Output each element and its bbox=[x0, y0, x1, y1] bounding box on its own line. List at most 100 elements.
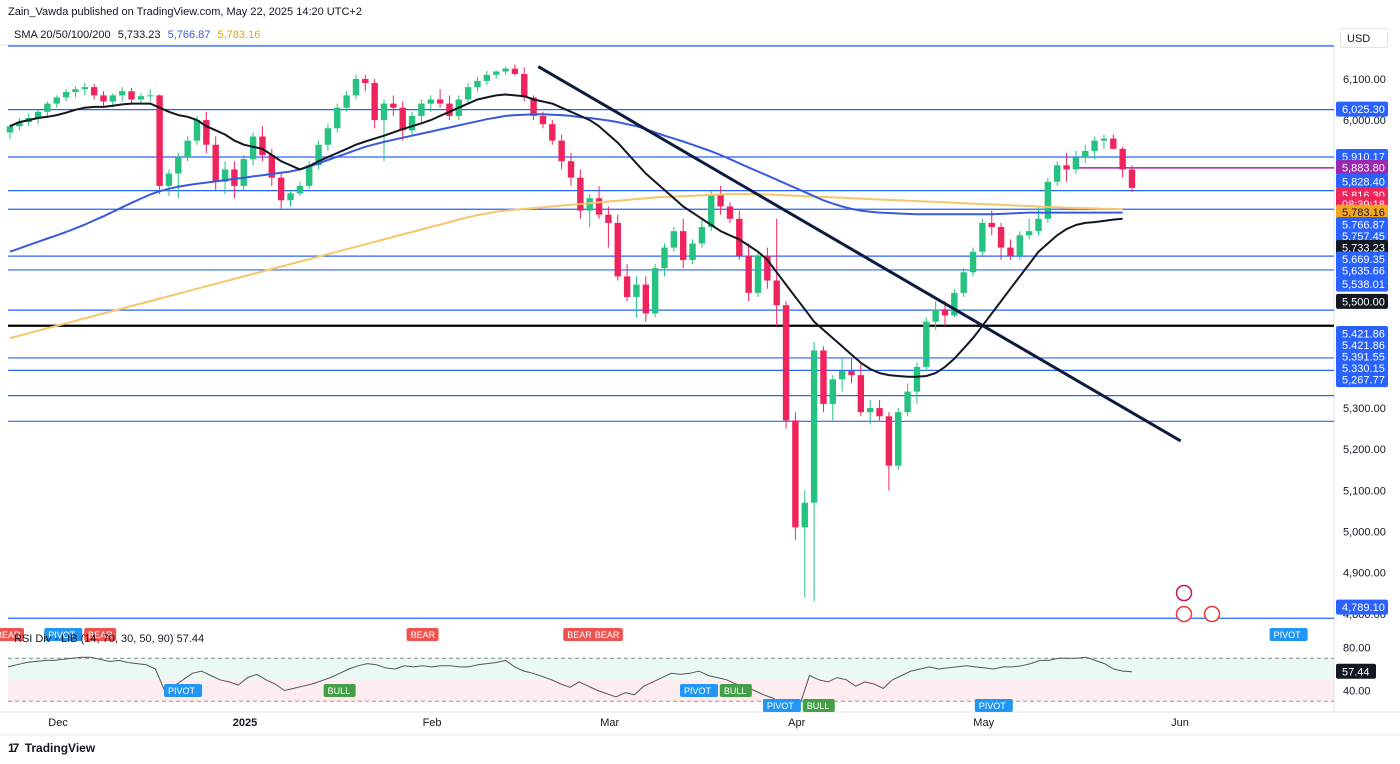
signal-label: BEAR bbox=[567, 630, 592, 640]
price-tick-label: 5,100.00 bbox=[1343, 485, 1386, 497]
candle-body bbox=[371, 83, 378, 121]
candle-body bbox=[62, 92, 70, 98]
signal-badge bbox=[563, 628, 596, 641]
candle-body bbox=[493, 71, 500, 75]
time-tick-label: May bbox=[973, 717, 994, 729]
publisher-credit: Zain_Vawda published on TradingView.com,… bbox=[8, 6, 362, 18]
candle-body bbox=[661, 247, 668, 269]
price-tag-label: 4,789.10 bbox=[1342, 602, 1385, 614]
price-tag bbox=[1336, 173, 1388, 189]
candle-body bbox=[184, 140, 191, 158]
sma-legend[interactable]: SMA 20/50/100/200 5,733.23 5,766.87 5,78… bbox=[14, 29, 264, 41]
currency-button[interactable]: USD bbox=[1340, 28, 1388, 48]
price-tag bbox=[1336, 599, 1388, 615]
price-tags: 6,025.305,910.175,883.805,828.405,816.30… bbox=[1336, 101, 1388, 615]
candle-body bbox=[81, 87, 88, 90]
candle-body bbox=[717, 194, 724, 207]
price-tag bbox=[1336, 240, 1388, 256]
candle-body bbox=[1119, 148, 1126, 170]
price-tag bbox=[1336, 228, 1388, 244]
sma200-line bbox=[9, 193, 1123, 340]
signal-badge bbox=[679, 684, 718, 697]
price-tag-label: 5,757.45 bbox=[1342, 231, 1385, 243]
signal-label: BEAR bbox=[0, 630, 21, 640]
candle-body bbox=[44, 103, 51, 112]
price-tag-label: 5,635.66 bbox=[1342, 266, 1385, 278]
price-tag-label: 5,500.00 bbox=[1342, 296, 1385, 308]
price-tag bbox=[1336, 101, 1388, 117]
brand-name: TradingView bbox=[24, 741, 96, 755]
candle-body bbox=[249, 136, 257, 160]
rsi-legend-label: RSI Div - LIB (14, 70, 30, 50, 90) bbox=[14, 633, 174, 645]
candle-body bbox=[72, 89, 79, 93]
candle-body bbox=[680, 231, 687, 260]
candle-body bbox=[810, 350, 818, 503]
rsi-line bbox=[7, 656, 1133, 707]
sma-legend-label: SMA 20/50/100/200 bbox=[14, 29, 111, 41]
price-tag bbox=[1336, 251, 1388, 267]
candle-body bbox=[923, 321, 930, 367]
candle-body bbox=[418, 103, 425, 116]
candle-body bbox=[287, 193, 294, 201]
time-tick-label: Feb bbox=[423, 717, 442, 729]
signal-badge bbox=[164, 684, 203, 697]
candle-body bbox=[259, 136, 266, 156]
candle-body bbox=[867, 408, 874, 413]
candle-body bbox=[567, 161, 575, 178]
candle-body bbox=[231, 169, 238, 186]
candle-body bbox=[147, 95, 154, 97]
rsi-tick-label: 80.00 bbox=[1343, 643, 1371, 655]
price-tick-label: 5,000.00 bbox=[1343, 526, 1386, 538]
moving-averages bbox=[9, 65, 1182, 443]
event-icons[interactable] bbox=[1175, 584, 1221, 623]
candle-body bbox=[212, 144, 219, 182]
candle-body bbox=[782, 305, 790, 421]
candle-body bbox=[951, 292, 958, 316]
candle-body bbox=[941, 309, 949, 316]
candle-body bbox=[708, 194, 715, 228]
candle-body bbox=[315, 144, 322, 166]
price-axis[interactable]: 4,800.004,900.005,000.005,100.005,200.00… bbox=[1343, 74, 1386, 621]
rsi-legend[interactable]: RSI Div - LIB (14, 70, 30, 50, 90) 57.44 bbox=[14, 633, 204, 645]
candle-body bbox=[829, 379, 836, 404]
sma20-line bbox=[9, 93, 1123, 378]
sma100-line bbox=[9, 113, 1123, 253]
signal-badge bbox=[406, 628, 439, 641]
sma100-value: 5,766.87 bbox=[167, 29, 211, 41]
candle-body bbox=[1063, 165, 1070, 170]
time-axis[interactable]: Dec 2025 Feb Mar Apr May Jun bbox=[48, 717, 1189, 729]
candle-body bbox=[820, 350, 827, 404]
signal-label: BULL bbox=[807, 701, 830, 711]
candle-body bbox=[988, 222, 995, 228]
candle-body bbox=[175, 157, 182, 174]
price-tag bbox=[1336, 349, 1388, 365]
price-tag-label: 5,766.87 bbox=[1342, 219, 1385, 231]
price-tag bbox=[1336, 276, 1388, 292]
sma20-value: 5,733.23 bbox=[117, 29, 161, 41]
time-tick-label: Apr bbox=[788, 717, 805, 729]
tradingview-brand[interactable]: 17 TradingView bbox=[8, 741, 95, 755]
candle-body bbox=[502, 68, 509, 72]
signal-badge bbox=[974, 699, 1013, 712]
signal-label: BULL bbox=[724, 686, 747, 696]
candle-body bbox=[895, 412, 902, 466]
candle-body bbox=[296, 185, 304, 194]
candle-body bbox=[642, 284, 649, 314]
price-tag-label: 5,421.86 bbox=[1342, 340, 1385, 352]
rsi-current-tag bbox=[1336, 663, 1376, 679]
candle-body bbox=[1016, 235, 1023, 256]
candle-body bbox=[857, 375, 865, 413]
signal-badge bbox=[719, 684, 752, 697]
signal-label: BEAR bbox=[88, 630, 113, 640]
signal-label: PIVOT bbox=[767, 701, 795, 711]
signal-label: PIVOT bbox=[1274, 630, 1302, 640]
candle-body bbox=[352, 78, 360, 96]
rsi-band bbox=[8, 658, 1334, 680]
lightning-event-icon bbox=[1175, 584, 1193, 602]
candle-body bbox=[595, 198, 603, 215]
time-tick-label: 2025 bbox=[233, 717, 257, 729]
candle-body bbox=[801, 502, 808, 528]
candle-body bbox=[1044, 181, 1052, 219]
candle-body bbox=[165, 173, 173, 186]
